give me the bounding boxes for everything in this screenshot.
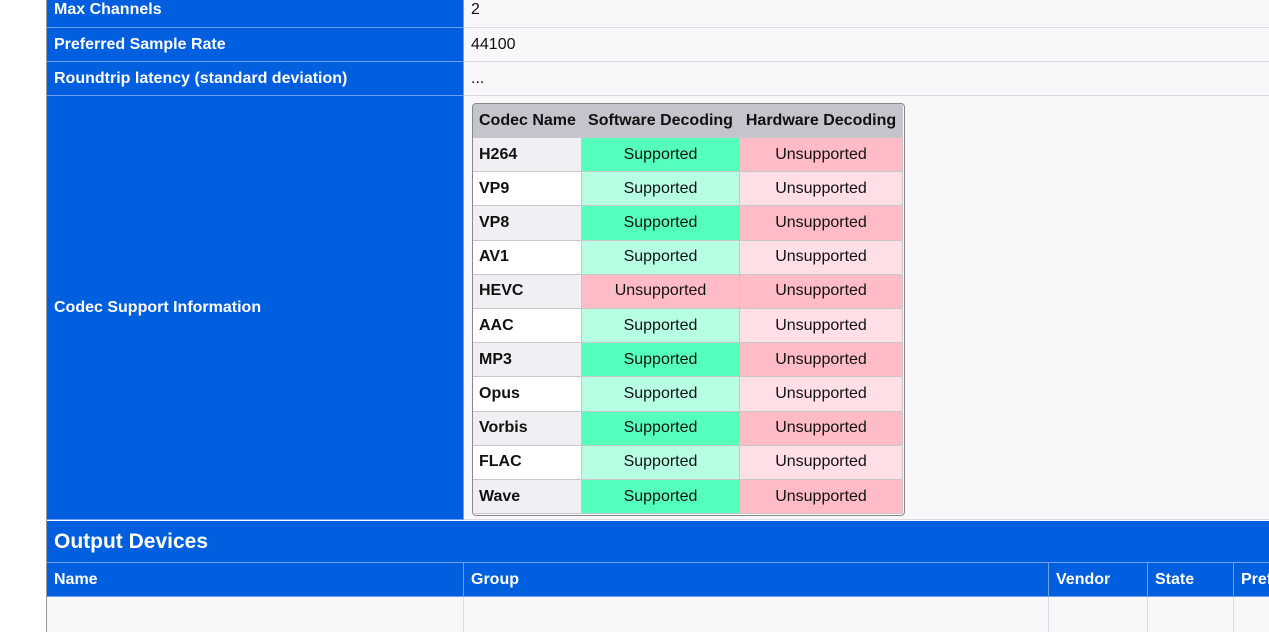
codec-header: Codec Name: [473, 104, 582, 138]
support-cell: Unsupported: [740, 377, 903, 412]
column-header: State: [1148, 563, 1234, 597]
row-label: Roundtrip latency (standard deviation): [47, 62, 464, 96]
left-border: [46, 0, 47, 632]
support-cell: Supported: [582, 377, 740, 412]
row-label: Codec Support Information: [47, 96, 464, 520]
column-header: Pref: [1234, 563, 1269, 597]
support-cell: Unsupported: [740, 309, 903, 344]
support-cell: Supported: [582, 172, 740, 207]
codec-name: Opus: [473, 377, 582, 412]
support-cell: Unsupported: [740, 343, 903, 378]
support-cell: Unsupported: [582, 274, 740, 309]
codec-name: Wave: [473, 480, 582, 515]
support-cell: Unsupported: [740, 240, 903, 275]
support-cell: Supported: [582, 411, 740, 446]
codec-name: FLAC: [473, 445, 582, 480]
support-cell: Unsupported: [740, 411, 903, 446]
empty-cell: [47, 597, 464, 632]
support-cell: Supported: [582, 480, 740, 515]
row-value: 44100: [464, 28, 1269, 62]
support-cell: Unsupported: [740, 480, 903, 515]
codec-name: VP9: [473, 172, 582, 207]
row-label: Max Channels: [47, 0, 464, 28]
empty-cell: [464, 597, 1049, 632]
support-cell: Supported: [582, 138, 740, 173]
empty-cell: [1049, 597, 1148, 632]
row-value: ...: [464, 62, 1269, 96]
support-cell: Supported: [582, 343, 740, 378]
row-value: 2: [464, 0, 1269, 28]
empty-cell: [1148, 597, 1234, 632]
empty-cell: [1234, 597, 1269, 632]
support-cell: Unsupported: [740, 138, 903, 173]
codec-name: AAC: [473, 309, 582, 344]
support-cell: Supported: [582, 445, 740, 480]
codec-name: AV1: [473, 240, 582, 275]
codec-header: Hardware Decoding: [740, 104, 903, 138]
column-header: Vendor: [1049, 563, 1148, 597]
support-cell: Supported: [582, 309, 740, 344]
support-cell: Unsupported: [740, 274, 903, 309]
codec-name: VP8: [473, 206, 582, 241]
support-cell: Supported: [582, 206, 740, 241]
codec-name: HEVC: [473, 274, 582, 309]
support-cell: Supported: [582, 240, 740, 275]
support-cell: Unsupported: [740, 445, 903, 480]
codec-name: MP3: [473, 343, 582, 378]
codec-name: H264: [473, 138, 582, 173]
codec-table: Codec Name Software Decoding Hardware Deco…: [472, 103, 905, 516]
column-header: Name: [47, 563, 464, 597]
support-cell: Unsupported: [740, 172, 903, 207]
row-label: Preferred Sample Rate: [47, 28, 464, 62]
support-cell: Unsupported: [740, 206, 903, 241]
section-title: Output Devices: [47, 521, 1269, 563]
column-header: Group: [464, 563, 1049, 597]
codec-header: Software Decoding: [582, 104, 740, 138]
codec-name: Vorbis: [473, 411, 582, 446]
